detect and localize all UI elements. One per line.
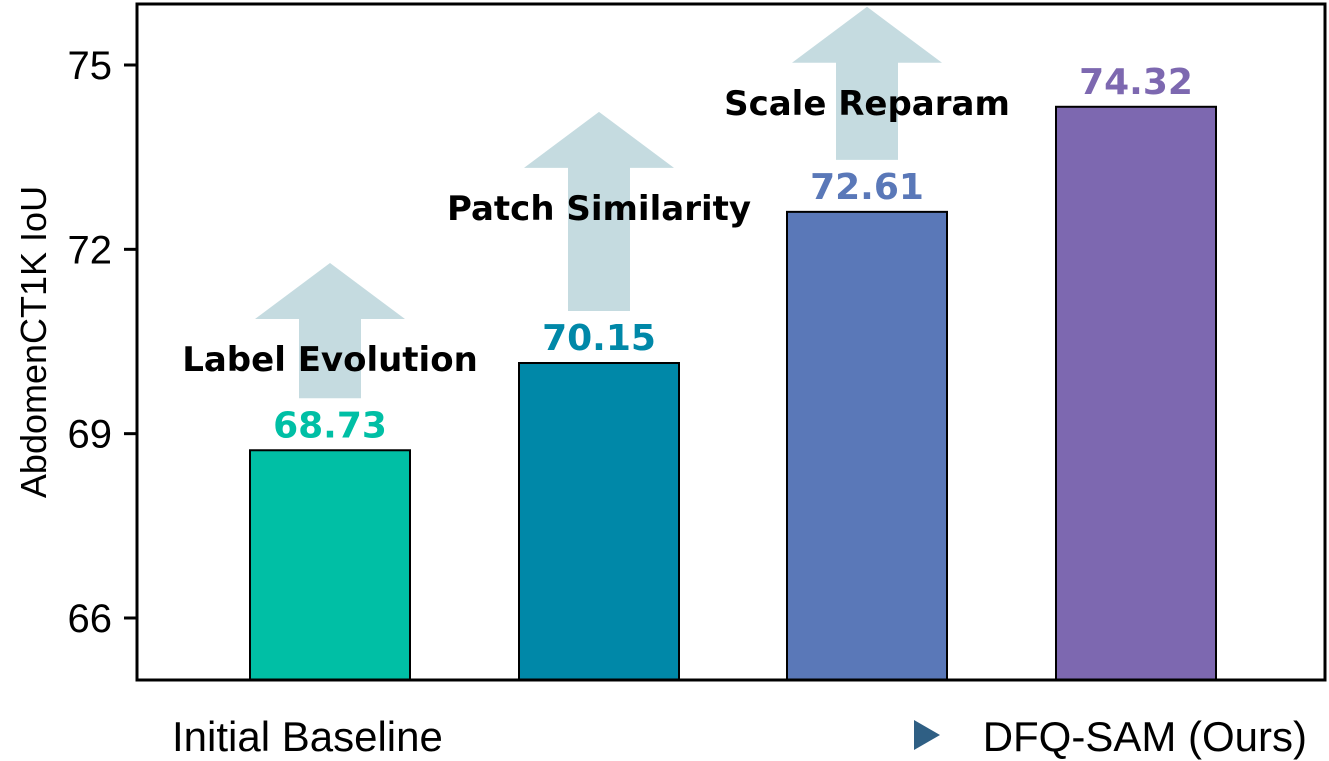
improvement-step-label: Patch Similarity — [447, 189, 751, 229]
flow-end-label: DFQ-SAM (Ours) — [983, 713, 1307, 760]
flow-start-label: Initial Baseline — [172, 713, 443, 760]
bar-value-label: 74.32 — [1079, 62, 1193, 103]
improvement-step-label: Scale Reparam — [724, 84, 1010, 124]
bar — [518, 362, 680, 681]
plot-frame — [135, 2, 1327, 682]
flow-arrow-head — [914, 720, 940, 750]
bar-value-label: 70.15 — [542, 318, 656, 359]
improvement-arrow — [792, 6, 942, 160]
bar-value-label: 72.61 — [810, 167, 924, 208]
bar — [249, 449, 411, 681]
y-tick-label: 69 — [68, 413, 113, 457]
improvement-step-label: Label Evolution — [182, 340, 478, 380]
y-axis-title: AbdomenCT1K IoU — [13, 186, 54, 498]
improvement-arrow — [255, 263, 405, 399]
y-tick-label: 72 — [68, 228, 113, 272]
y-tick-label: 75 — [68, 44, 113, 88]
bar-value-label: 68.73 — [273, 405, 387, 446]
bar — [1055, 105, 1217, 681]
bar — [786, 210, 948, 681]
y-tick-label: 66 — [68, 597, 113, 641]
improvement-arrow — [524, 111, 674, 312]
